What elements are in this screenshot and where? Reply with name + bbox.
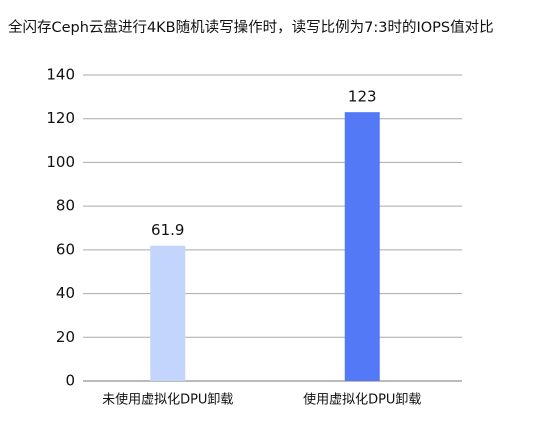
data-label: 123: [348, 88, 377, 106]
y-tick-label: 100: [46, 153, 75, 171]
y-tick-label: 120: [46, 109, 75, 127]
x-tick-label: 未使用虚拟化DPU卸载: [102, 392, 233, 408]
y-tick-label: 60: [56, 240, 75, 258]
data-label: 61.9: [151, 221, 184, 239]
bar: [150, 245, 186, 381]
y-tick-label: 20: [56, 328, 75, 346]
y-tick-label: 40: [56, 284, 75, 302]
bar: [344, 112, 380, 382]
y-tick-label: 0: [65, 372, 75, 390]
chart-title: 全闪存Ceph云盘进行4KB随机读写操作时，读写比例为7:3时的IOPS值对比: [8, 18, 494, 36]
x-tick-label: 使用虚拟化DPU卸载: [303, 392, 421, 408]
y-tick-label: 80: [56, 197, 75, 215]
y-tick-label: 140: [46, 66, 75, 84]
